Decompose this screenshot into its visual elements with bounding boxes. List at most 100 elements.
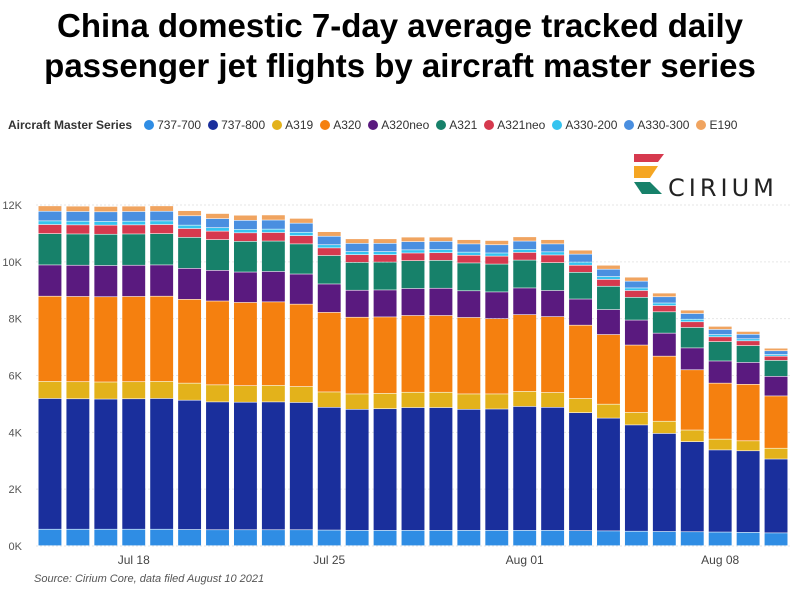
bar-segment-a320neo[interactable] xyxy=(597,309,620,335)
legend-item-a320[interactable]: A320 xyxy=(320,118,361,132)
bar-segment-a321neo[interactable] xyxy=(652,305,676,312)
bar-segment-a330-200[interactable] xyxy=(94,221,118,225)
bar-segment-737-700[interactable] xyxy=(736,532,760,546)
bar-segment-a330-300[interactable] xyxy=(66,211,90,221)
bar-segment-737-800[interactable] xyxy=(401,407,425,531)
bar-segment-a320neo[interactable] xyxy=(261,271,285,302)
bar-segment-a319[interactable] xyxy=(317,392,341,408)
bar-segment-a330-300[interactable] xyxy=(708,329,732,335)
bar-segment-a321neo[interactable] xyxy=(289,235,313,244)
bar-segment-a330-300[interactable] xyxy=(680,313,704,319)
bar-segment-a321neo[interactable] xyxy=(485,256,509,264)
bar-segment-a321neo[interactable] xyxy=(457,255,481,263)
bar-segment-737-800[interactable] xyxy=(429,407,453,531)
bar-segment-a319[interactable] xyxy=(485,394,509,409)
bar-segment-a321[interactable] xyxy=(652,312,676,333)
bar-segment-a321neo[interactable] xyxy=(429,253,453,261)
bar-segment-a319[interactable] xyxy=(541,392,565,408)
bar-segment-a321neo[interactable] xyxy=(624,290,648,298)
bar-segment-a321neo[interactable] xyxy=(680,322,704,328)
bar-segment-737-800[interactable] xyxy=(66,399,90,529)
bar-segment-a321neo[interactable] xyxy=(66,225,90,234)
bar-segment-a330-200[interactable] xyxy=(150,221,174,225)
bar-segment-a320neo[interactable] xyxy=(569,299,593,325)
bar-segment-a319[interactable] xyxy=(736,441,760,451)
bar-segment-a321[interactable] xyxy=(624,297,648,320)
bar-segment-737-700[interactable] xyxy=(289,530,313,546)
bar-segment-737-700[interactable] xyxy=(66,529,90,546)
bar-segment-e190[interactable] xyxy=(764,348,788,351)
bar-segment-737-800[interactable] xyxy=(597,418,620,531)
bar-segment-a330-200[interactable] xyxy=(764,354,788,356)
legend-item-e190[interactable]: E190 xyxy=(696,118,737,132)
bar-segment-a321neo[interactable] xyxy=(345,255,369,263)
bar-segment-a330-300[interactable] xyxy=(261,220,285,229)
bar-segment-a330-300[interactable] xyxy=(457,244,481,252)
bar-segment-a319[interactable] xyxy=(457,394,481,409)
bar-segment-e190[interactable] xyxy=(261,215,285,220)
bar-segment-a330-200[interactable] xyxy=(289,232,313,236)
bar-segment-a321neo[interactable] xyxy=(569,265,593,273)
bar-segment-737-800[interactable] xyxy=(485,409,509,531)
legend-item-a330-300[interactable]: A330-300 xyxy=(624,118,689,132)
bar-segment-737-800[interactable] xyxy=(289,402,313,530)
bar-segment-737-700[interactable] xyxy=(261,530,285,546)
bar-segment-a330-300[interactable] xyxy=(597,269,620,277)
bar-segment-a330-200[interactable] xyxy=(429,249,453,253)
bar-segment-a320[interactable] xyxy=(708,383,732,439)
bar-segment-a320[interactable] xyxy=(122,296,146,382)
bar-segment-a320neo[interactable] xyxy=(178,268,202,300)
bar-segment-a330-300[interactable] xyxy=(233,220,257,230)
bar-segment-737-800[interactable] xyxy=(624,425,648,531)
bar-segment-a330-200[interactable] xyxy=(541,252,565,255)
bar-segment-a319[interactable] xyxy=(513,391,537,407)
bar-segment-737-800[interactable] xyxy=(569,413,593,531)
bar-segment-a320[interactable] xyxy=(206,301,229,385)
bar-segment-a321[interactable] xyxy=(178,237,202,269)
bar-segment-a320neo[interactable] xyxy=(317,284,341,313)
bar-segment-a320neo[interactable] xyxy=(541,290,565,317)
bar-segment-a321neo[interactable] xyxy=(736,341,760,346)
bar-segment-a319[interactable] xyxy=(66,382,90,399)
bar-segment-a320[interactable] xyxy=(66,296,90,382)
bar-segment-737-800[interactable] xyxy=(122,399,146,529)
bar-segment-a320[interactable] xyxy=(485,318,509,394)
bar-segment-a320neo[interactable] xyxy=(150,265,174,296)
bar-segment-a319[interactable] xyxy=(38,381,62,399)
bar-segment-a319[interactable] xyxy=(680,430,704,442)
bar-segment-a320neo[interactable] xyxy=(345,290,369,317)
bar-segment-a321[interactable] xyxy=(708,341,732,361)
bar-segment-a330-200[interactable] xyxy=(233,229,257,233)
bar-segment-a330-200[interactable] xyxy=(178,225,202,229)
bar-segment-a321neo[interactable] xyxy=(764,356,788,361)
bar-segment-e190[interactable] xyxy=(597,265,620,269)
legend-item-a321neo[interactable]: A321neo xyxy=(484,118,545,132)
bar-segment-a330-300[interactable] xyxy=(38,211,62,221)
bar-segment-a330-300[interactable] xyxy=(513,241,537,250)
legend-item-a330-200[interactable]: A330-200 xyxy=(552,118,617,132)
bar-segment-a320neo[interactable] xyxy=(457,291,481,318)
bar-segment-737-700[interactable] xyxy=(429,530,453,546)
bar-segment-e190[interactable] xyxy=(401,237,425,242)
bar-segment-737-700[interactable] xyxy=(457,530,481,546)
bar-segment-a319[interactable] xyxy=(261,385,285,402)
bar-segment-a321neo[interactable] xyxy=(94,225,118,234)
bar-segment-737-700[interactable] xyxy=(38,529,62,546)
bar-segment-e190[interactable] xyxy=(569,250,593,254)
bar-segment-a319[interactable] xyxy=(624,412,648,425)
bar-segment-a321[interactable] xyxy=(457,263,481,291)
bar-segment-737-700[interactable] xyxy=(652,531,676,546)
bar-segment-737-800[interactable] xyxy=(457,409,481,531)
bar-segment-a320[interactable] xyxy=(373,317,397,394)
bar-segment-a330-200[interactable] xyxy=(624,288,648,291)
bar-segment-a330-300[interactable] xyxy=(764,351,788,355)
bar-segment-a321[interactable] xyxy=(345,262,369,290)
bar-segment-a320[interactable] xyxy=(429,315,453,392)
bar-segment-737-800[interactable] xyxy=(345,409,369,531)
bar-segment-a321[interactable] xyxy=(317,255,341,284)
bar-segment-a321[interactable] xyxy=(401,260,425,289)
bar-segment-a320[interactable] xyxy=(764,396,788,448)
bar-segment-a321[interactable] xyxy=(261,241,285,272)
bar-segment-a319[interactable] xyxy=(401,392,425,408)
bar-segment-a330-300[interactable] xyxy=(541,244,565,252)
